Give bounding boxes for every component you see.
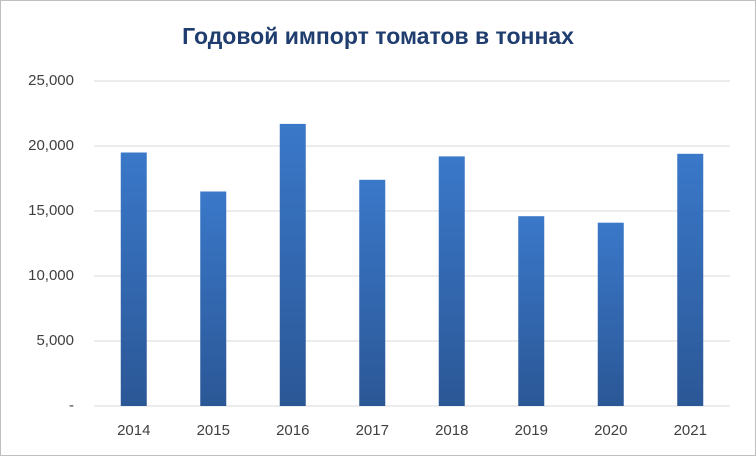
- chart-title: Годовой импорт томатов в тоннах: [182, 23, 574, 49]
- y-tick-label: 10,000: [28, 267, 74, 284]
- bar: [677, 153, 704, 406]
- x-tick-label: 2015: [197, 422, 230, 439]
- y-tick-label: 20,000: [28, 137, 74, 154]
- bar: [120, 152, 147, 406]
- bar: [359, 179, 386, 406]
- bar: [518, 216, 545, 406]
- x-tick-label: 2018: [435, 422, 468, 439]
- y-tick-label: 15,000: [28, 202, 74, 219]
- x-tick-label: 2014: [117, 422, 150, 439]
- bar: [200, 191, 227, 406]
- y-tick-label: 5,000: [36, 332, 74, 349]
- bar: [438, 156, 465, 406]
- x-tick-label: 2019: [515, 422, 548, 439]
- bar: [597, 222, 624, 406]
- x-tick-label: 2020: [594, 422, 627, 439]
- x-tick-label: 2016: [276, 422, 309, 439]
- x-tick-label: 2017: [356, 422, 389, 439]
- y-tick-label: 25,000: [28, 72, 74, 89]
- bar: [279, 123, 306, 407]
- y-tick-label: -: [69, 397, 74, 414]
- x-tick-label: 2021: [674, 422, 707, 439]
